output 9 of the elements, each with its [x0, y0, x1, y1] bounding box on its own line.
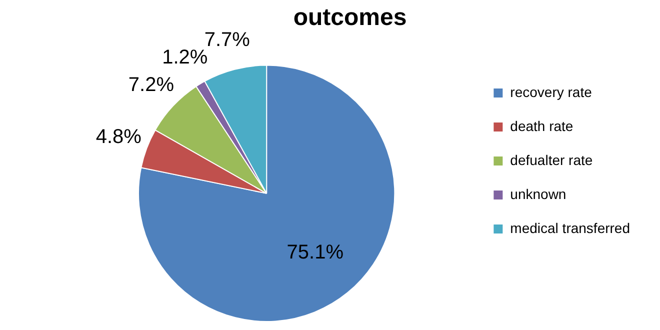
legend-label: death rate [510, 118, 574, 134]
legend-label: recovery rate [510, 84, 592, 100]
legend-label: defualter rate [510, 152, 593, 168]
data-label: 75.1% [286, 241, 344, 264]
legend-label: medical transferred [510, 220, 630, 236]
data-label: 7.2% [128, 74, 174, 96]
legend-label: unknown [510, 186, 566, 202]
data-label: 4.8% [96, 126, 142, 148]
chart-title: outcomes [293, 4, 407, 32]
